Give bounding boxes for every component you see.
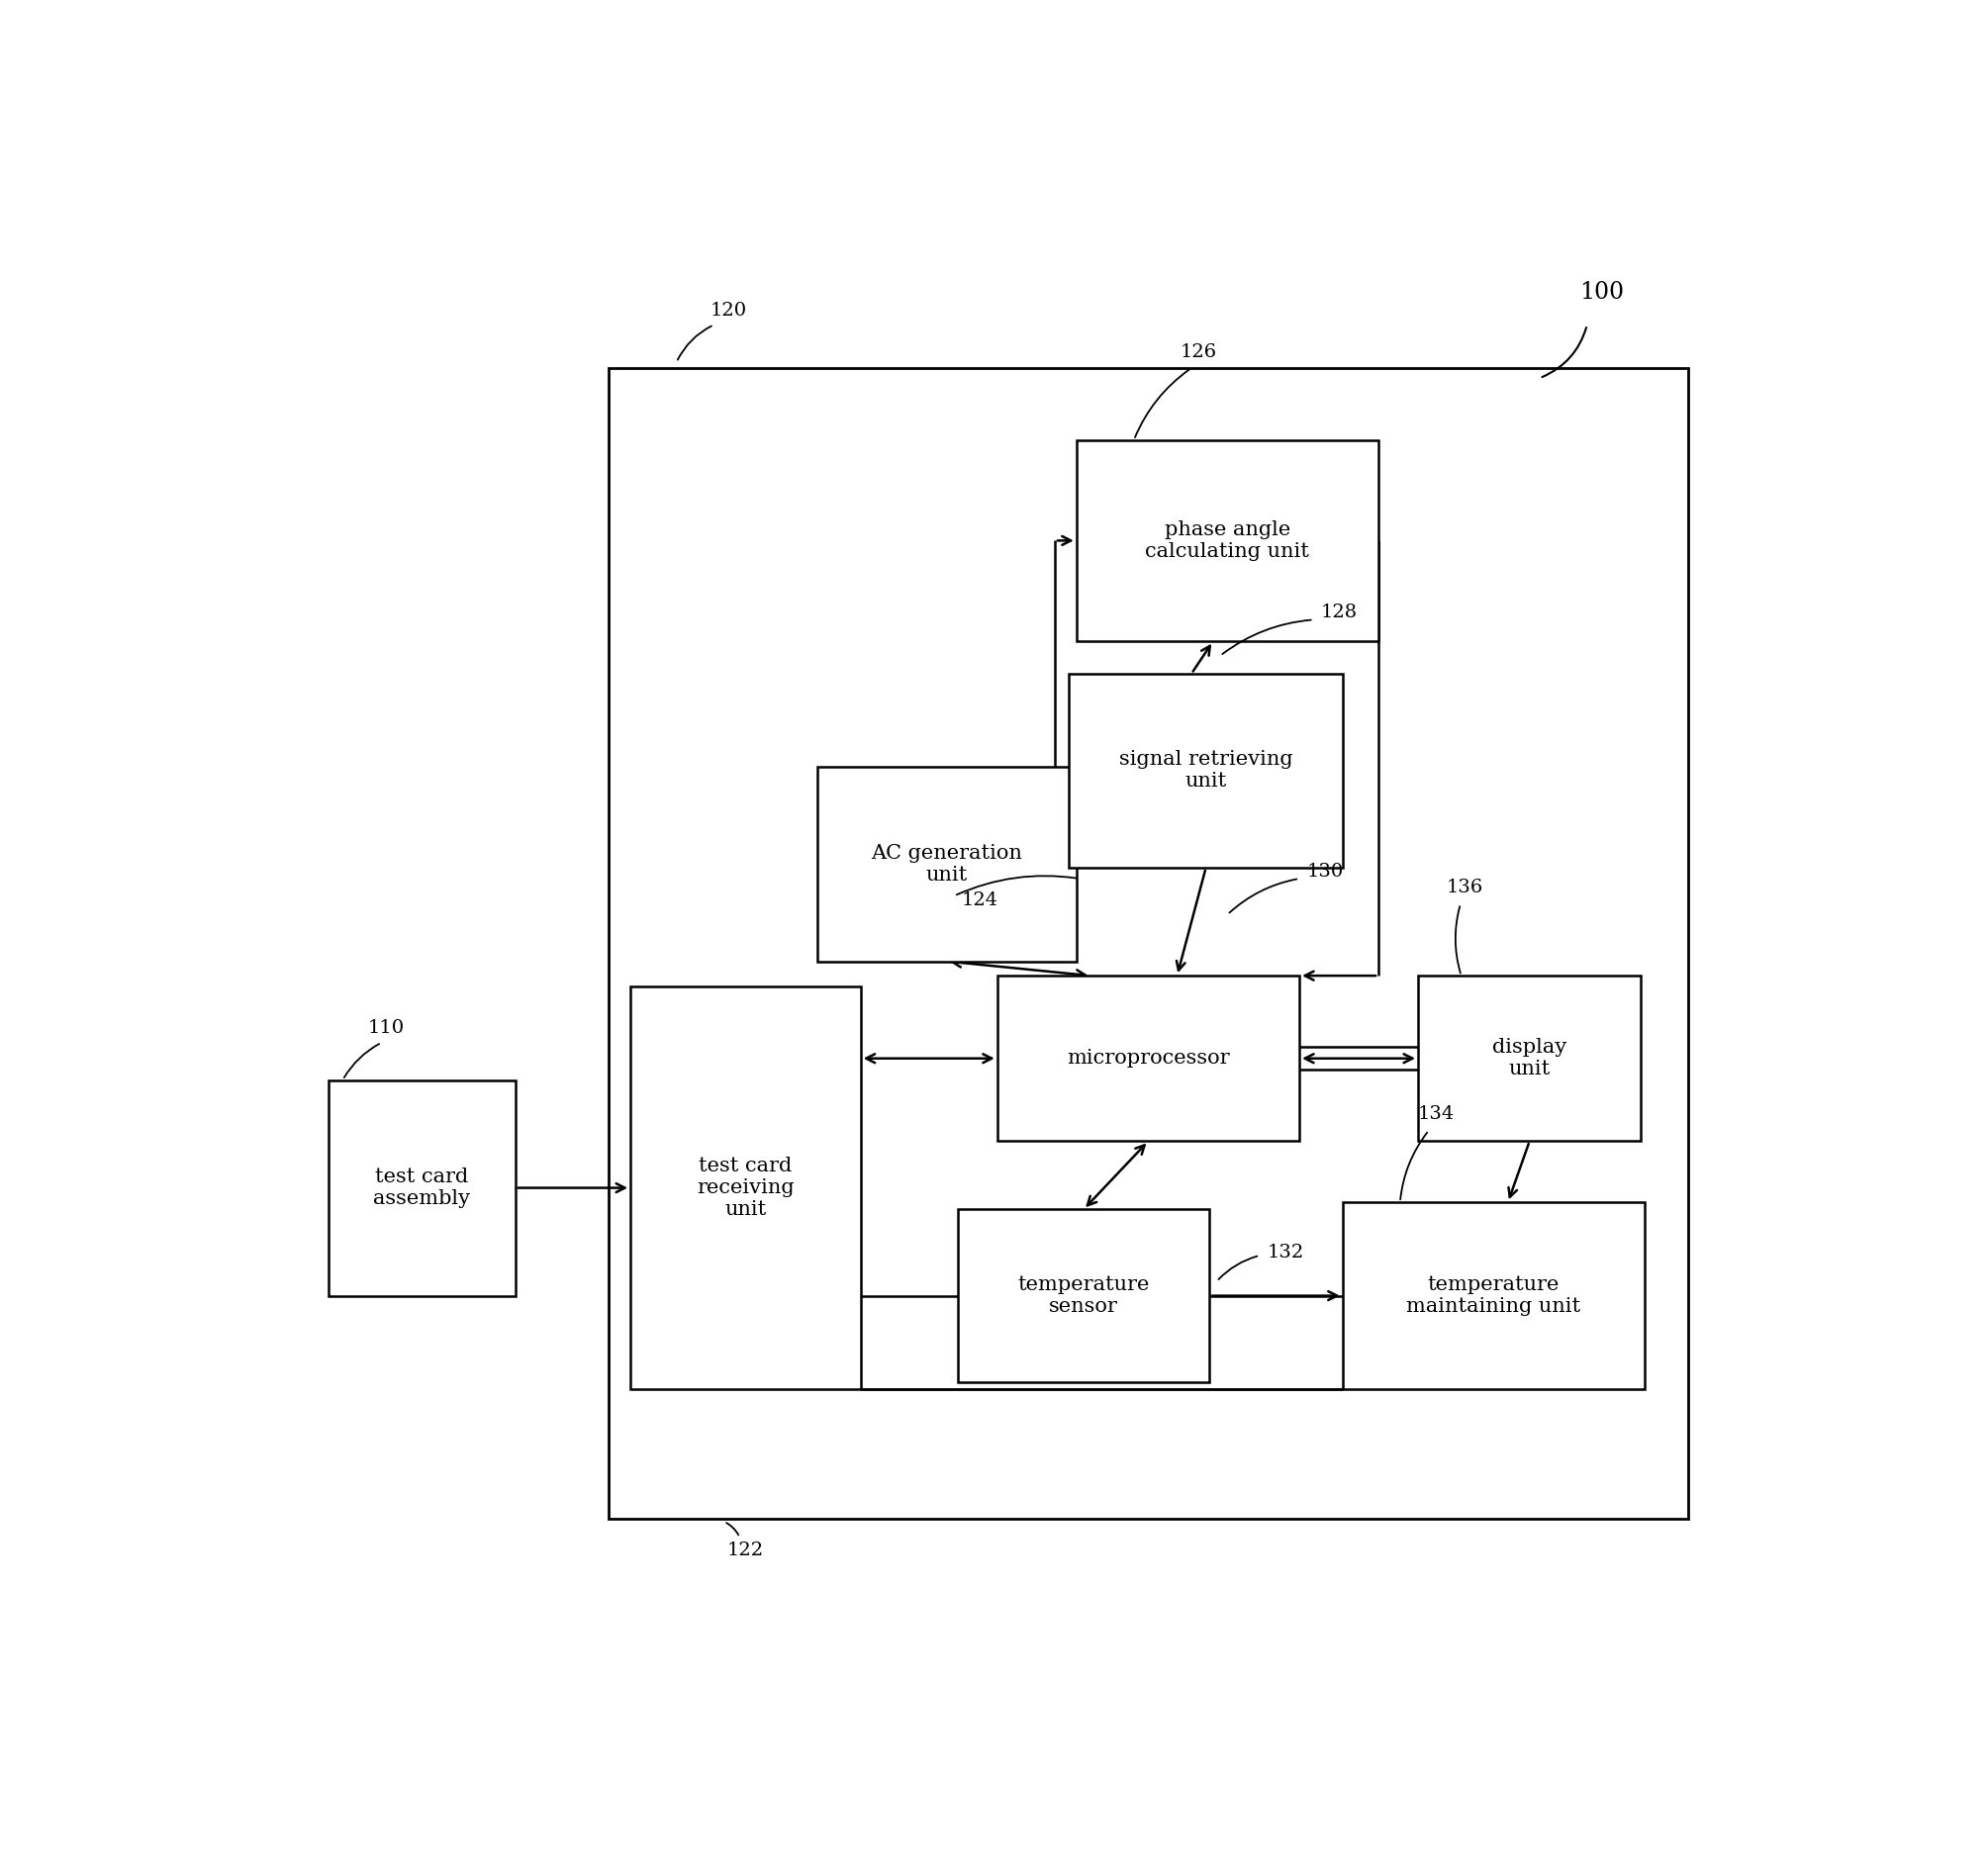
Text: microprocessor: microprocessor [1068,1050,1231,1068]
Bar [958,1209,1209,1382]
Bar [817,768,1076,962]
Text: test card
assembly: test card assembly [374,1168,471,1209]
Text: temperature
maintaining unit: temperature maintaining unit [1406,1276,1580,1317]
Text: signal retrieving
unit: signal retrieving unit [1119,751,1292,790]
Text: 136: 136 [1447,878,1483,897]
Text: display
unit: display unit [1493,1039,1567,1078]
Text: 122: 122 [728,1541,763,1560]
Text: AC generation
unit: AC generation unit [871,844,1022,885]
Bar [1076,441,1378,641]
Bar [1070,674,1342,869]
Text: 130: 130 [1306,863,1344,880]
Bar [630,986,861,1390]
Text: 124: 124 [962,891,998,910]
Bar [998,975,1300,1141]
Bar [608,368,1688,1519]
Text: test card
receiving
unit: test card receiving unit [696,1156,795,1220]
Bar [328,1080,515,1296]
Text: 132: 132 [1266,1244,1304,1261]
Bar [1417,975,1640,1141]
Text: 110: 110 [368,1020,404,1037]
Text: 120: 120 [710,301,747,319]
Text: 128: 128 [1320,603,1358,622]
Bar [1342,1203,1644,1390]
Text: phase angle
calculating unit: phase angle calculating unit [1145,521,1310,560]
Text: 126: 126 [1181,344,1217,361]
Text: 100: 100 [1578,280,1624,303]
Text: temperature
sensor: temperature sensor [1018,1276,1149,1317]
Text: 134: 134 [1417,1106,1455,1123]
